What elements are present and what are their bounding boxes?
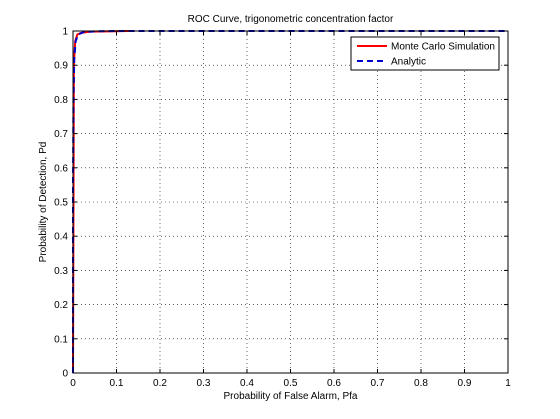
y-tick-label: 0.4	[54, 232, 68, 243]
x-tick-label: 0	[70, 378, 76, 389]
x-tick-label: 0.9	[458, 378, 472, 389]
chart-title: ROC Curve, trigonometric concentration f…	[188, 14, 394, 25]
legend-label-monte-carlo: Monte Carlo Simulation	[391, 42, 495, 53]
x-axis-label: Probability of False Alarm, Pfa	[224, 391, 358, 402]
legend-label-analytic: Analytic	[391, 57, 426, 68]
x-tick-label: 0.4	[240, 378, 254, 389]
x-tick-label: 0.1	[110, 378, 124, 389]
y-axis-label: Probability of Detection, Pd	[38, 142, 49, 263]
y-tick-label: 0.3	[54, 266, 68, 277]
x-tick-label: 0.7	[371, 378, 385, 389]
x-tick-label: 0.6	[327, 378, 341, 389]
y-tick-label: 0.5	[54, 198, 68, 209]
y-tick-label: 0.7	[54, 129, 68, 140]
y-tick-label: 0.1	[54, 334, 68, 345]
y-tick-label: 0.9	[54, 61, 68, 72]
plot-area	[73, 31, 508, 373]
y-tick-label: 0.6	[54, 163, 68, 174]
axis-ticks: 0 0.1 0.2 0.3 0.4 0.5 0.6 0.7 0.8 0.9 1 0 0.1 0.2 0.3 0…	[54, 27, 511, 390]
grid-lines	[73, 31, 508, 373]
legend: Monte Carlo Simulation Analytic	[350, 36, 500, 71]
series-line-analytic	[72, 30, 508, 373]
y-tick-label: 0.8	[54, 95, 68, 106]
legend-box	[350, 36, 500, 71]
y-tick-label: 0	[62, 369, 68, 380]
x-tick-label: 1	[505, 378, 511, 389]
x-tick-label: 0.5	[284, 378, 298, 389]
x-tick-label: 0.3	[197, 378, 211, 389]
y-tick-label: 0.2	[54, 300, 68, 311]
x-tick-label: 0.8	[414, 378, 428, 389]
x-tick-label: 0.2	[153, 378, 167, 389]
y-tick-label: 1	[62, 27, 68, 38]
